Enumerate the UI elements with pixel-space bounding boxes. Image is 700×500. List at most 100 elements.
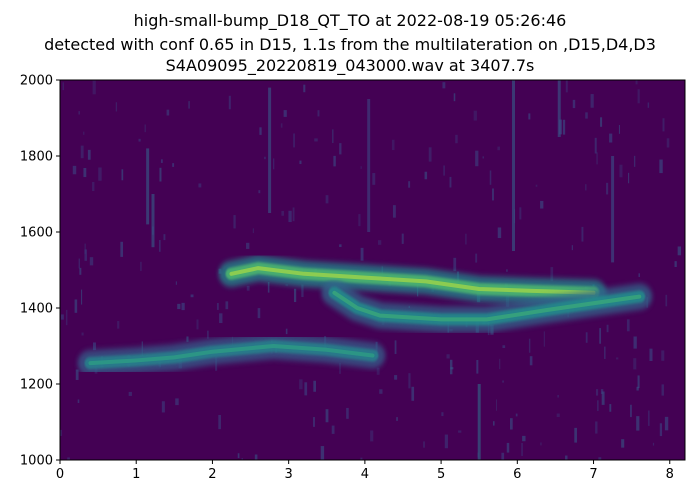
- noise-speck: [207, 330, 209, 339]
- noise-speck: [92, 181, 95, 192]
- noise-speck: [333, 155, 336, 167]
- noise-speck: [401, 233, 404, 244]
- noise-speck: [394, 375, 398, 380]
- noise-streak: [146, 148, 150, 225]
- noise-speck: [446, 354, 450, 359]
- x-tick-label: 0: [56, 467, 64, 482]
- noise-speck: [502, 380, 504, 383]
- noise-speck: [77, 399, 80, 404]
- noise-speck: [246, 242, 250, 249]
- noise-speck: [89, 257, 94, 266]
- noise-speck: [581, 226, 584, 242]
- noise-speck: [465, 233, 467, 245]
- noise-speck: [81, 332, 84, 336]
- spectrogram-calls: [77, 255, 653, 377]
- noise-speck: [360, 457, 363, 460]
- noise-speck: [60, 429, 62, 436]
- noise-speck: [283, 110, 287, 117]
- noise-speck: [241, 458, 243, 460]
- noise-speck: [331, 425, 335, 434]
- noise-speck: [616, 357, 619, 360]
- noise-speck: [360, 247, 364, 261]
- noise-speck: [649, 348, 653, 362]
- noise-speck: [492, 188, 494, 201]
- noise-speck: [550, 267, 554, 282]
- noise-speck: [661, 384, 664, 396]
- noise-speck: [75, 369, 79, 380]
- noise-speck: [161, 401, 165, 413]
- call-trace: [77, 333, 386, 377]
- noise-speck: [84, 243, 86, 254]
- noise-speck: [597, 400, 599, 411]
- noise-speck: [565, 80, 568, 93]
- noise-streak: [151, 194, 155, 248]
- noise-speck: [428, 147, 432, 162]
- noise-speck: [443, 165, 445, 176]
- noise-speck: [121, 169, 124, 181]
- noise-speck: [571, 245, 573, 251]
- noise-speck: [252, 228, 254, 234]
- noise-speck: [320, 446, 325, 460]
- noise-speck: [476, 359, 479, 374]
- noise-streak: [268, 87, 272, 213]
- noise-speck: [453, 257, 457, 272]
- noise-speck: [626, 319, 630, 332]
- noise-speck: [595, 421, 598, 434]
- noise-speck: [74, 299, 78, 313]
- x-tick-label: 2: [208, 467, 216, 482]
- noise-speck: [325, 195, 329, 204]
- noise-speck: [396, 417, 398, 421]
- noise-speck: [188, 101, 190, 109]
- noise-speck: [506, 442, 510, 453]
- noise-speck: [216, 303, 219, 310]
- noise-speck: [273, 158, 275, 170]
- noise-speck: [475, 253, 478, 263]
- noise-speck: [590, 94, 594, 108]
- noise-speck: [408, 373, 411, 389]
- noise-speck: [175, 281, 177, 285]
- noise-speck: [519, 207, 522, 220]
- noise-speck: [408, 181, 411, 188]
- noise-speck: [65, 309, 68, 326]
- noise-speck: [181, 302, 185, 311]
- noise-speck: [317, 110, 320, 117]
- noise-speck: [144, 124, 146, 133]
- y-tick-label: 1800: [20, 150, 53, 165]
- noise-speck: [633, 336, 637, 349]
- noise-speck: [609, 404, 612, 412]
- noise-speck: [394, 340, 397, 354]
- noise-speck: [264, 156, 266, 160]
- noise-speck: [628, 172, 630, 184]
- noise-speck: [638, 273, 640, 278]
- noise-speck: [391, 139, 395, 151]
- y-tick-label: 2000: [20, 74, 53, 89]
- noise-speck: [339, 143, 342, 155]
- noise-speck: [659, 159, 663, 174]
- noise-speck: [618, 124, 620, 134]
- noise-streak: [477, 384, 481, 460]
- noise-speck: [661, 350, 665, 361]
- noise-speck: [120, 241, 124, 257]
- y-axis: 1000 1200 1400 1600 1800 2000: [20, 74, 60, 469]
- call-trace: [218, 255, 607, 306]
- noise-speck: [449, 359, 453, 375]
- title-line-1: high-small-bump_D18_QT_TO at 2022-08-19 …: [133, 11, 567, 30]
- noise-speck: [585, 184, 587, 191]
- noise-speck: [233, 215, 236, 229]
- noise-speck: [218, 414, 221, 430]
- noise-speck: [540, 200, 544, 209]
- noise-speck: [172, 163, 175, 167]
- noise-speck: [442, 82, 446, 89]
- noise-speck: [458, 430, 462, 433]
- x-tick-label: 8: [666, 467, 674, 482]
- noise-speck: [392, 205, 396, 218]
- noise-speck: [378, 240, 382, 245]
- y-tick-label: 1400: [20, 302, 53, 317]
- noise-speck: [160, 159, 163, 163]
- noise-speck: [60, 314, 64, 320]
- noise-speck: [556, 413, 560, 418]
- noise-speck: [664, 416, 669, 431]
- noise-speck: [346, 407, 349, 419]
- noise-speck: [497, 146, 500, 151]
